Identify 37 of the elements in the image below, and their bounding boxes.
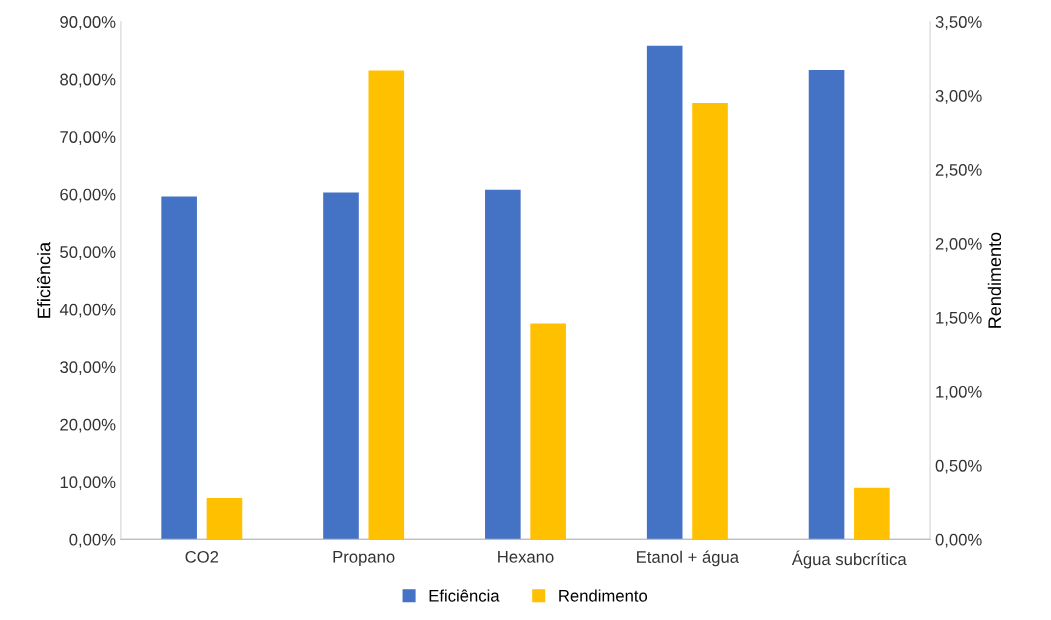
- bar: [808, 70, 845, 540]
- y2-tick-label: 2,00%: [935, 237, 982, 252]
- y-tick-label: 50,00%: [60, 246, 116, 260]
- bar: [368, 70, 405, 540]
- y-tick-label: 0,00%: [69, 533, 116, 548]
- y-tick-label: 80,00%: [60, 73, 116, 88]
- y2-tick-label: 2,50%: [935, 164, 982, 178]
- bar: [854, 487, 890, 540]
- bar: [692, 103, 728, 540]
- bar: [323, 192, 359, 540]
- y2-tick-label: 3,00%: [935, 90, 982, 104]
- y-axis-title: Eficiência: [37, 241, 51, 318]
- y-tick-label: 90,00%: [60, 16, 116, 30]
- legend-label: Rendimento: [559, 589, 648, 602]
- x-tick-label: Etanol + água: [637, 550, 740, 567]
- y2-tick-label: 0,00%: [935, 533, 982, 548]
- legend-label: Eficiência: [429, 589, 500, 602]
- y-tick-label: 10,00%: [60, 476, 116, 491]
- bar: [161, 196, 197, 540]
- y2-tick-label: 1,50%: [936, 311, 982, 326]
- x-tick-label: Hexano: [498, 551, 554, 563]
- y-tick-label: 60,00%: [60, 188, 116, 203]
- y-tick-label: 40,00%: [59, 303, 116, 318]
- y-tick-label: 20,00%: [60, 418, 116, 433]
- bar: [206, 497, 243, 540]
- y2-tick-label: 1,00%: [936, 385, 982, 400]
- y-tick-label: 30,00%: [60, 361, 116, 376]
- y2-tick-label: 3,50%: [935, 16, 982, 30]
- x-tick-label: Propano: [333, 551, 395, 567]
- x-tick-label: CO2: [185, 550, 219, 563]
- x-tick-label: Água subcrítica: [791, 550, 907, 569]
- bar: [530, 323, 566, 540]
- bar: [646, 45, 683, 540]
- y-tick-label: 70,00%: [60, 131, 116, 145]
- y2-axis-title: Rendimento: [987, 232, 1002, 328]
- y2-tick-label: 0,50%: [935, 459, 982, 474]
- bar: [485, 189, 521, 540]
